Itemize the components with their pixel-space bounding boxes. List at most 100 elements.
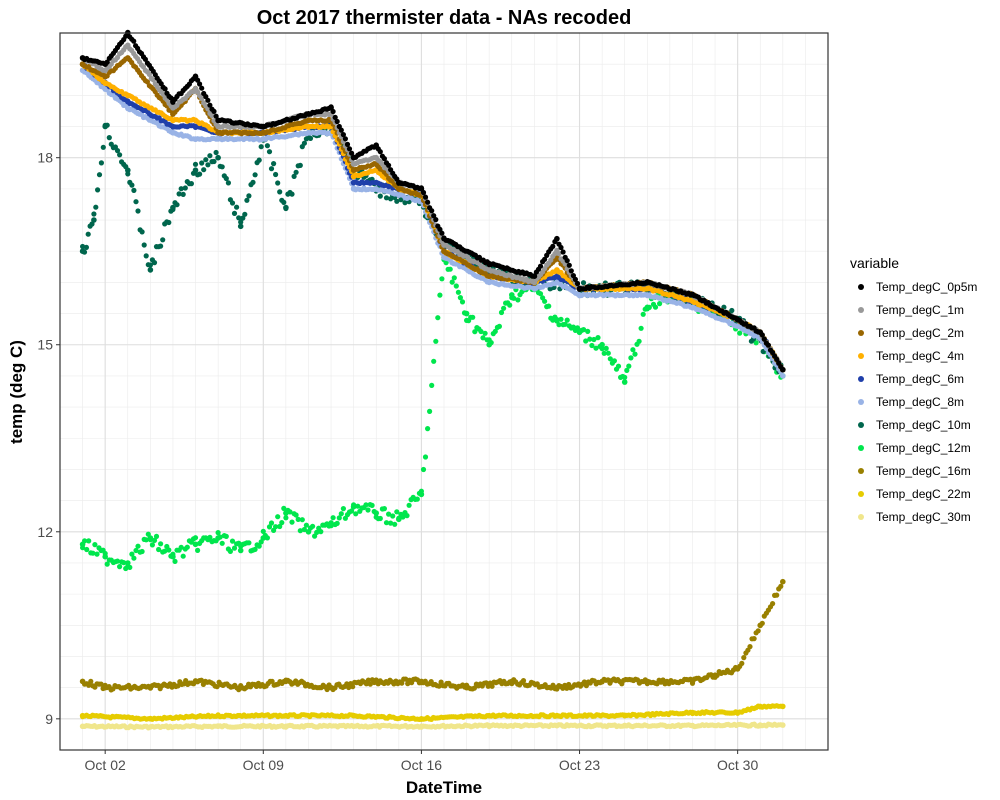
- data-point: [780, 703, 786, 710]
- data-point: [234, 204, 240, 210]
- data-point: [621, 379, 628, 385]
- data-point: [566, 262, 572, 268]
- data-point: [256, 157, 262, 163]
- legend-label: Temp_degC_16m: [876, 464, 971, 478]
- data-point: [195, 547, 201, 554]
- legend-label: Temp_degC_12m: [876, 441, 971, 455]
- data-point: [478, 328, 484, 335]
- data-point: [757, 329, 763, 336]
- data-point: [386, 162, 392, 168]
- data-point: [166, 219, 172, 226]
- data-point: [350, 161, 357, 167]
- data-point: [205, 97, 211, 103]
- data-point: [509, 678, 515, 685]
- data-point: [404, 513, 410, 519]
- legend-swatch: [858, 284, 864, 290]
- data-point: [180, 553, 186, 559]
- data-point: [162, 86, 168, 92]
- data-point: [79, 541, 86, 548]
- data-point: [266, 524, 273, 530]
- data-point: [554, 248, 560, 254]
- data-point: [201, 167, 207, 173]
- data-point: [268, 166, 275, 172]
- data-point: [192, 678, 199, 685]
- data-point: [174, 202, 180, 208]
- data-point: [383, 520, 390, 526]
- data-point: [160, 91, 166, 97]
- data-point: [509, 292, 515, 298]
- data-point: [207, 102, 213, 108]
- data-point: [774, 592, 780, 598]
- legend-label: Temp_degC_22m: [876, 487, 971, 501]
- data-point: [197, 81, 203, 87]
- data-point: [373, 179, 380, 186]
- data-point: [192, 136, 199, 142]
- data-point: [96, 172, 103, 178]
- data-point: [291, 173, 297, 179]
- data-point: [507, 302, 513, 308]
- legend-swatch: [858, 376, 864, 382]
- data-point: [531, 273, 538, 280]
- data-point: [252, 546, 258, 553]
- data-point: [198, 677, 204, 683]
- data-point: [644, 292, 651, 298]
- data-point: [556, 322, 562, 328]
- data-point: [147, 716, 154, 722]
- data-point: [383, 195, 390, 201]
- data-point: [585, 328, 591, 334]
- data-point: [79, 55, 86, 61]
- data-point: [90, 550, 96, 556]
- data-point: [414, 496, 420, 502]
- data-point: [246, 540, 252, 546]
- legend-swatch: [858, 399, 864, 405]
- y-tick-label: 15: [37, 337, 53, 353]
- data-point: [757, 703, 763, 710]
- data-point: [418, 678, 425, 685]
- data-point: [289, 191, 295, 197]
- data-point: [139, 548, 145, 555]
- data-point: [418, 491, 425, 498]
- data-point: [149, 542, 155, 548]
- data-point: [601, 350, 607, 356]
- data-point: [441, 235, 447, 242]
- legend-title: variable: [850, 255, 899, 271]
- data-point: [350, 684, 356, 690]
- data-point: [215, 712, 221, 719]
- series-Temp_degC_12m: [79, 254, 786, 572]
- legend-item: Temp_degC_2m: [858, 326, 964, 340]
- data-point: [283, 510, 289, 516]
- data-point: [338, 511, 344, 517]
- data-point: [135, 208, 141, 214]
- data-point: [712, 672, 718, 678]
- data-point: [273, 171, 279, 178]
- data-point: [542, 298, 548, 304]
- data-point: [439, 276, 445, 282]
- chart-title: Oct 2017 thermister data - NAs recoded: [257, 7, 632, 29]
- data-point: [303, 522, 309, 528]
- data-point: [350, 154, 357, 161]
- data-point: [330, 515, 336, 521]
- data-point: [100, 144, 106, 150]
- data-point: [79, 712, 86, 719]
- data-point: [283, 204, 289, 211]
- data-point: [223, 533, 229, 540]
- data-point: [170, 117, 176, 124]
- data-point: [406, 502, 412, 508]
- data-point: [131, 187, 137, 193]
- data-point: [340, 506, 346, 512]
- data-point: [170, 105, 176, 111]
- data-point: [554, 317, 560, 323]
- data-point: [603, 345, 609, 351]
- data-point: [392, 521, 398, 527]
- data-point: [192, 117, 199, 124]
- data-point: [172, 558, 178, 565]
- data-point: [98, 160, 104, 166]
- data-point: [125, 167, 131, 173]
- data-point: [439, 230, 445, 236]
- legend-label: Temp_degC_4m: [876, 349, 964, 363]
- data-point: [400, 514, 406, 520]
- data-point: [215, 136, 221, 142]
- data-point: [780, 578, 786, 585]
- data-point: [636, 338, 642, 344]
